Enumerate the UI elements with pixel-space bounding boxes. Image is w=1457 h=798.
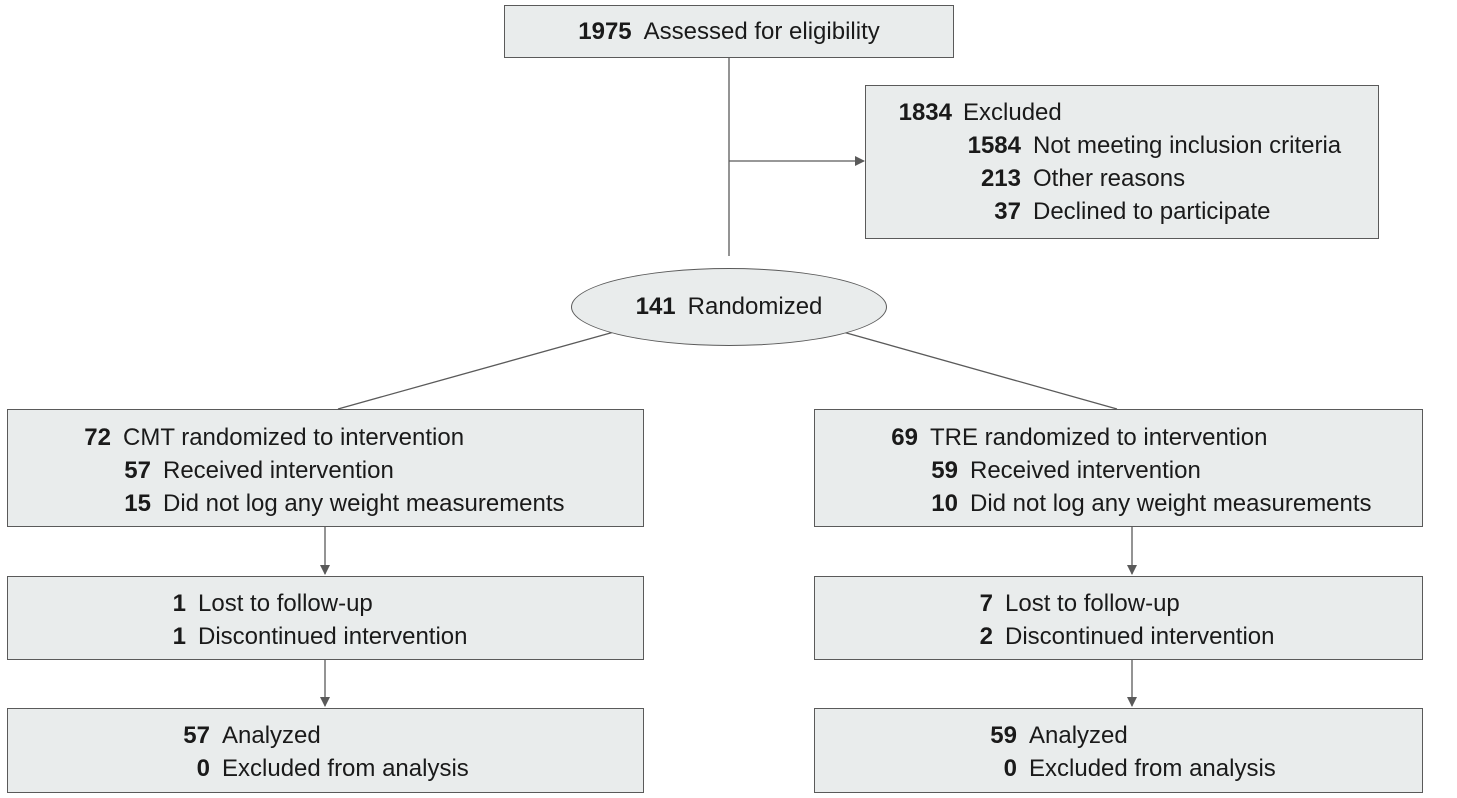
excluded-box: 1834 Excluded 1584 Not meeting inclusion… [865, 85, 1379, 239]
randomized-count: 141 [635, 293, 676, 320]
analysis-count: 0 [196, 755, 210, 782]
split-line-right [842, 331, 1118, 410]
excluded-count: 1834 [898, 99, 952, 126]
allocation-item-label: Received intervention [970, 457, 1201, 484]
split-line-left [337, 331, 615, 410]
allocation-item-count: 59 [931, 457, 958, 484]
followup-count: 1 [172, 590, 186, 617]
followup-label: Discontinued intervention [1005, 623, 1275, 650]
analysis-count: 0 [1003, 755, 1017, 782]
randomized-label: Randomized [687, 293, 823, 320]
analysis-label: Analyzed [1029, 722, 1128, 749]
assessed-count: 1975 [578, 18, 632, 45]
exclusion-reason-label: Declined to participate [1033, 198, 1271, 225]
exclusion-reason-count: 1584 [967, 132, 1021, 159]
exclusion-reason-label: Other reasons [1033, 165, 1186, 192]
allocation-item-count: 10 [931, 490, 958, 517]
randomized-node: 141 Randomized [571, 268, 887, 346]
allocation-item-count: 15 [124, 490, 151, 517]
assessed-box: 1975 Assessed for eligibility [504, 5, 954, 58]
assessed-label: Assessed for eligibility [643, 18, 880, 45]
followup-label: Lost to follow-up [198, 590, 373, 617]
followup-count: 2 [979, 623, 993, 650]
tre-followup-box: 7 Lost to follow-up 2 Discontinued inter… [814, 576, 1423, 660]
tre-analysis-box: 59 Analyzed 0 Excluded from analysis [814, 708, 1423, 793]
allocation-count: 72 [84, 424, 111, 451]
analysis-count: 59 [990, 722, 1017, 749]
excluded-label: Excluded [963, 99, 1062, 126]
followup-label: Lost to follow-up [1005, 590, 1180, 617]
allocation-count: 69 [891, 424, 918, 451]
analysis-label: Excluded from analysis [222, 755, 469, 782]
analysis-count: 57 [183, 722, 210, 749]
analysis-label: Excluded from analysis [1029, 755, 1276, 782]
exclusion-reason-count: 37 [994, 198, 1021, 225]
allocation-label: TRE randomized to intervention [930, 424, 1268, 451]
allocation-item-label: Did not log any weight measurements [970, 490, 1372, 517]
cmt-analysis-box: 57 Analyzed 0 Excluded from analysis [7, 708, 644, 793]
followup-label: Discontinued intervention [198, 623, 468, 650]
analysis-label: Analyzed [222, 722, 321, 749]
cmt-allocation-box: 72 CMT randomized to intervention 57 Rec… [7, 409, 644, 527]
allocation-item-label: Received intervention [163, 457, 394, 484]
exclusion-reason-label: Not meeting inclusion criteria [1033, 132, 1342, 159]
cmt-followup-box: 1 Lost to follow-up 1 Discontinued inter… [7, 576, 644, 660]
followup-count: 1 [172, 623, 186, 650]
exclusion-reason-count: 213 [980, 165, 1021, 192]
followup-count: 7 [979, 590, 993, 617]
tre-allocation-box: 69 TRE randomized to intervention 59 Rec… [814, 409, 1423, 527]
allocation-item-count: 57 [124, 457, 151, 484]
allocation-item-label: Did not log any weight measurements [163, 490, 565, 517]
allocation-label: CMT randomized to intervention [123, 424, 465, 451]
